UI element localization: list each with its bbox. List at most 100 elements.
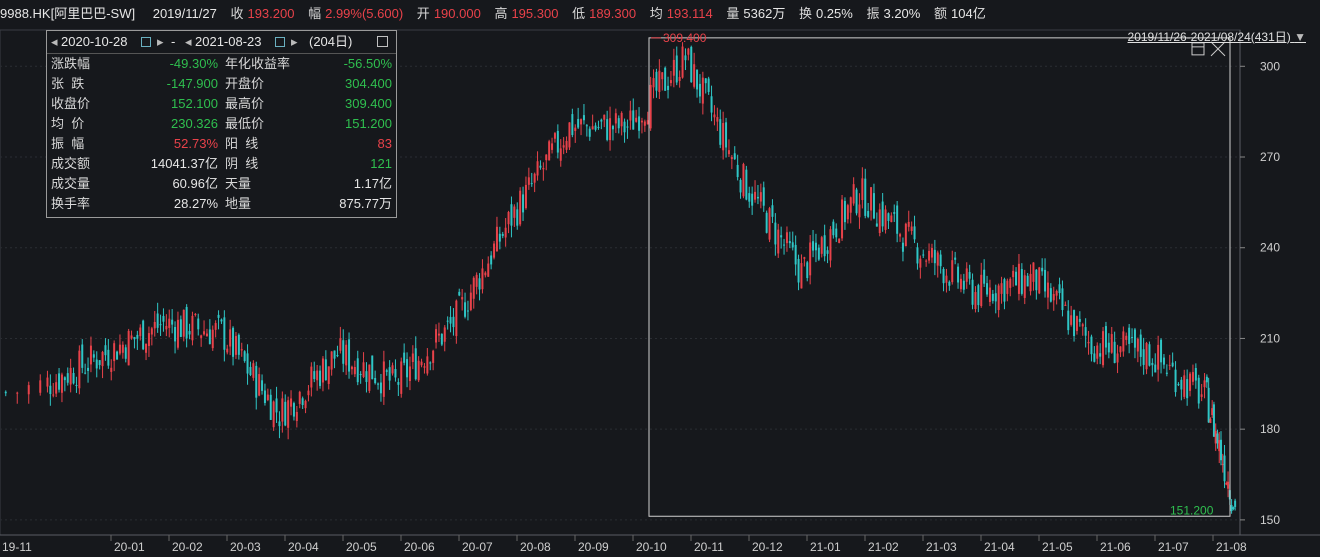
x-tick-label: 20-05 xyxy=(346,540,377,554)
candle-body xyxy=(495,226,498,252)
candle-body xyxy=(374,377,377,384)
candle-body xyxy=(832,221,835,236)
x-tick-label: 19-11 xyxy=(2,540,32,554)
candle-body xyxy=(597,126,600,128)
candle-body xyxy=(1122,331,1125,352)
candle-body xyxy=(1157,344,1160,370)
x-tick-label: 20-08 xyxy=(520,540,551,554)
start-date[interactable]: 2020-10-28 xyxy=(61,34,128,49)
candle-body xyxy=(820,237,823,254)
candle-body xyxy=(945,275,948,283)
candle-body xyxy=(762,187,765,206)
next-arrow-icon[interactable]: ▸ xyxy=(157,34,164,49)
date-label: 2019/11/27 xyxy=(152,6,217,21)
prev-arrow-icon[interactable]: ◂ xyxy=(185,34,192,49)
amplitude-label: 振 xyxy=(866,6,880,21)
candle-body xyxy=(1026,275,1029,287)
x-tick-label: 20-10 xyxy=(636,540,667,554)
candle-body xyxy=(785,232,788,244)
prev-arrow-icon[interactable]: ◂ xyxy=(51,34,58,49)
stats-cell: -49.30% xyxy=(169,56,218,71)
candle-body xyxy=(1099,353,1102,357)
range-selector[interactable]: 2019/11/26-2021/08/24(431日) ▼ xyxy=(1128,28,1306,45)
candle-body xyxy=(1232,507,1235,509)
calendar-icon[interactable] xyxy=(141,37,151,47)
candle-body xyxy=(1055,290,1058,296)
candle-body xyxy=(1038,267,1041,294)
candle-body xyxy=(936,252,939,266)
candle-body xyxy=(756,196,759,199)
dropdown-arrow-icon[interactable]: ▼ xyxy=(1294,30,1306,44)
candle-body xyxy=(1000,283,1003,294)
candle-body xyxy=(1058,284,1061,294)
candle-body xyxy=(669,80,672,84)
candle-body xyxy=(324,359,327,381)
candle-body xyxy=(46,377,49,387)
maximize-icon[interactable] xyxy=(1191,42,1205,56)
candle-body xyxy=(713,114,716,118)
close-icon[interactable] xyxy=(377,36,388,47)
candle-body xyxy=(423,366,426,368)
candle-body xyxy=(429,362,432,364)
x-tick-label: 20-09 xyxy=(578,540,609,554)
candle-body xyxy=(1003,279,1006,302)
candle-body xyxy=(977,285,980,306)
candle-body xyxy=(649,84,652,129)
candle-body xyxy=(1046,282,1049,298)
candle-body xyxy=(1216,433,1219,444)
candle-body xyxy=(542,167,545,170)
candle-body xyxy=(858,204,861,218)
candle-body xyxy=(690,46,693,83)
candle-body xyxy=(171,319,174,325)
close-label: 收 xyxy=(230,6,244,21)
stats-cell: 阳 线 xyxy=(225,136,259,151)
candle-body xyxy=(556,130,559,153)
candle-body xyxy=(1073,310,1076,337)
candle-body xyxy=(988,287,991,302)
candle-body xyxy=(574,127,577,131)
candle-body xyxy=(443,327,446,342)
candle-body xyxy=(16,392,19,394)
candle-body xyxy=(510,204,513,226)
candle-body xyxy=(896,205,899,234)
candle-body xyxy=(794,244,797,265)
candle-body xyxy=(406,359,409,378)
candle-body xyxy=(1162,357,1165,365)
candle-body xyxy=(588,128,591,137)
stats-row: 成交额 14041.37亿阴 线 121 xyxy=(47,154,396,174)
candle-body xyxy=(472,277,475,299)
candle-body xyxy=(226,348,229,353)
stats-cell: 60.96亿 xyxy=(172,176,218,191)
candle-body xyxy=(661,72,664,80)
candle-body xyxy=(127,330,130,366)
x-tick-label: 20-11 xyxy=(694,540,724,554)
candle-body xyxy=(974,292,977,310)
candle-body xyxy=(1029,273,1032,292)
candle-body xyxy=(611,126,614,130)
candle-body xyxy=(655,71,658,91)
symbol-label[interactable]: 9988.HK[阿里巴巴-SW] xyxy=(0,6,136,21)
x-tick-label: 21-06 xyxy=(1100,540,1131,554)
candle-body xyxy=(867,211,870,217)
candle-body xyxy=(394,369,397,378)
next-arrow-icon[interactable]: ▸ xyxy=(291,34,298,49)
candle-body xyxy=(182,309,185,337)
candle-body xyxy=(603,114,606,120)
candle-body xyxy=(124,347,127,359)
candle-body xyxy=(1104,326,1107,348)
candle-body xyxy=(1160,339,1163,363)
end-date[interactable]: 2021-08-23 xyxy=(195,34,262,49)
candle-body xyxy=(27,385,30,395)
stats-cell: 年化收益率 xyxy=(225,56,291,71)
candle-body xyxy=(272,401,275,428)
candle-body xyxy=(327,366,330,384)
stats-cell: 换手率 xyxy=(51,196,91,211)
candle-body xyxy=(136,334,139,339)
calendar-icon[interactable] xyxy=(275,37,285,47)
candle-body xyxy=(278,421,281,427)
candle-body xyxy=(551,143,554,150)
candle-body xyxy=(707,78,710,92)
stats-cell: 最低价 xyxy=(225,116,265,131)
candle-body xyxy=(1148,344,1151,366)
